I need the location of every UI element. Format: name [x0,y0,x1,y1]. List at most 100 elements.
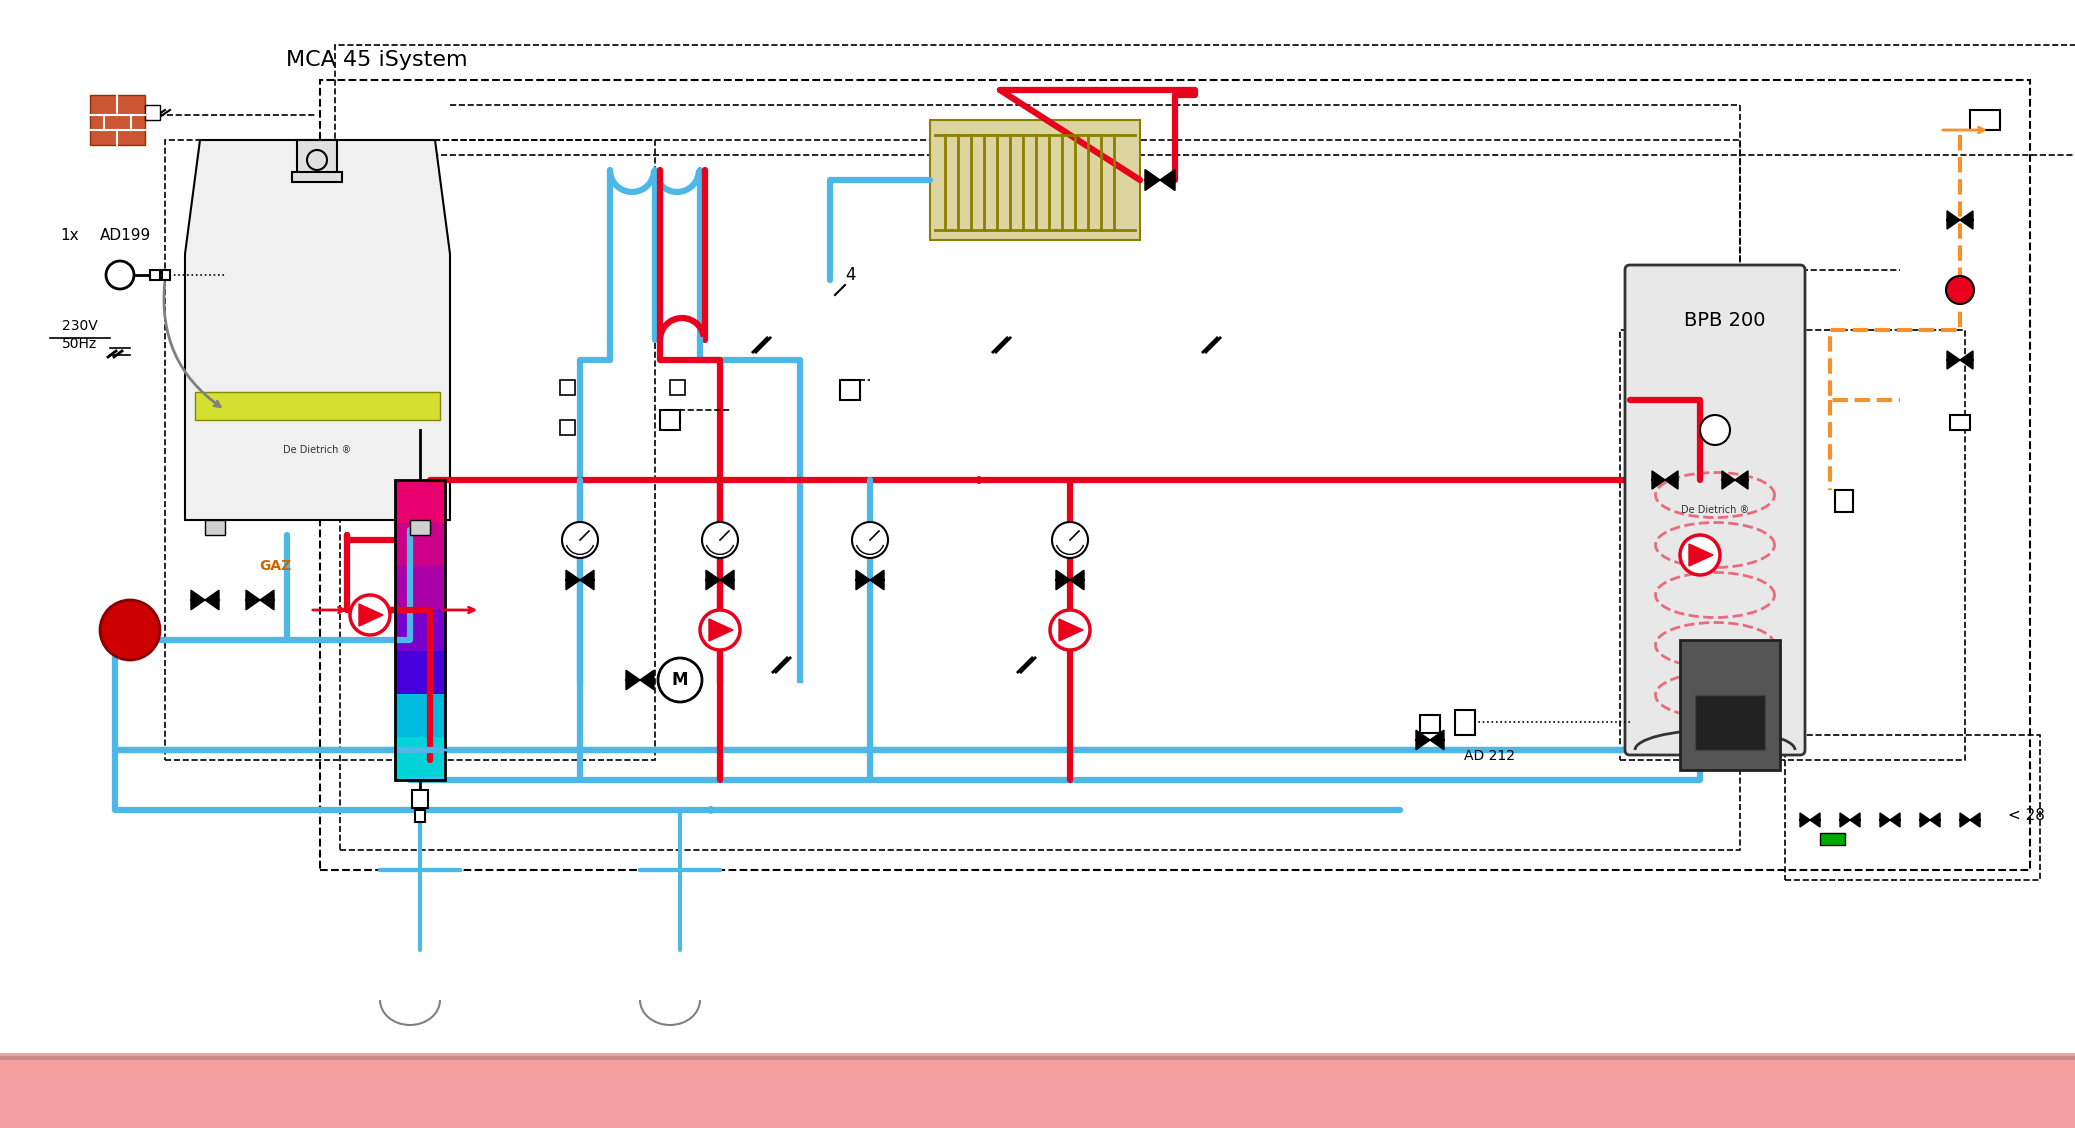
Bar [660,409,681,430]
Circle shape [307,150,328,170]
Bar [1455,710,1475,735]
Bar [0,1054,2075,1128]
Bar [415,810,425,822]
Polygon shape [1809,813,1820,827]
Bar [205,520,224,535]
Polygon shape [1946,211,1961,229]
Circle shape [351,594,390,635]
Text: 1x: 1x [60,228,79,243]
Polygon shape [259,590,274,610]
Polygon shape [205,590,220,610]
Polygon shape [1961,351,1973,369]
Polygon shape [1799,813,1809,827]
Polygon shape [1652,470,1664,490]
Bar [394,523,444,566]
Polygon shape [247,590,259,610]
Bar [1419,715,1440,733]
Polygon shape [627,670,639,690]
Polygon shape [581,570,593,590]
Circle shape [699,610,741,650]
Bar [162,270,170,280]
Polygon shape [639,670,654,690]
Polygon shape [1415,730,1430,750]
Polygon shape [185,140,450,520]
Bar [560,380,575,395]
Bar [670,380,685,395]
Bar [413,790,427,808]
Text: AD 212: AD 212 [1465,749,1515,763]
Bar [394,481,444,779]
Circle shape [1699,415,1731,446]
Polygon shape [1969,813,1980,827]
Polygon shape [1841,813,1851,827]
Bar [1695,695,1766,750]
Polygon shape [566,570,581,590]
Polygon shape [1664,470,1679,490]
Circle shape [1052,522,1087,558]
Polygon shape [1058,619,1083,641]
Circle shape [106,261,135,289]
Polygon shape [1890,813,1901,827]
Bar [394,652,444,695]
Polygon shape [191,590,205,610]
Bar [930,120,1139,240]
Circle shape [1050,610,1089,650]
Circle shape [853,522,888,558]
Bar [394,695,444,737]
Polygon shape [1056,570,1071,590]
Polygon shape [1430,730,1444,750]
Polygon shape [1851,813,1859,827]
Bar [145,105,160,120]
Polygon shape [1735,470,1747,490]
Bar [560,420,575,435]
Bar [195,393,440,420]
Text: GAZ: GAZ [259,559,290,573]
Polygon shape [1961,211,1973,229]
Bar [1969,111,2000,130]
Polygon shape [1145,169,1160,191]
Text: < 28: < 28 [2009,808,2046,823]
FancyBboxPatch shape [1625,265,1805,755]
Text: De Dietrich ®: De Dietrich ® [1681,505,1749,515]
Bar [293,171,342,182]
Bar [297,140,336,175]
Bar [394,481,444,523]
Circle shape [562,522,598,558]
Polygon shape [1919,813,1930,827]
Bar [394,609,444,652]
Polygon shape [1961,813,1969,827]
Text: 50Hz: 50Hz [62,337,98,351]
Text: 4: 4 [845,266,855,284]
Polygon shape [359,603,384,626]
Text: AD199: AD199 [100,228,151,243]
Bar [1681,640,1780,770]
Circle shape [100,600,160,660]
Polygon shape [1946,351,1961,369]
Bar [840,380,859,400]
Polygon shape [1722,470,1735,490]
Bar [89,95,145,146]
Bar [1834,490,1853,512]
Polygon shape [720,570,735,590]
Text: De Dietrich ®: De Dietrich ® [282,446,351,455]
Bar [1820,832,1845,845]
Bar [394,737,444,779]
Polygon shape [706,570,720,590]
Circle shape [1681,535,1720,575]
Bar [394,566,444,609]
Polygon shape [1160,169,1174,191]
Polygon shape [710,619,732,641]
Text: MCA 45 iSystem: MCA 45 iSystem [286,50,467,70]
Text: M: M [672,671,689,689]
Text: 230V: 230V [62,319,98,333]
Polygon shape [1071,570,1083,590]
Text: BPB 200: BPB 200 [1685,310,1766,329]
Circle shape [1946,276,1973,305]
Bar [149,270,160,280]
Circle shape [658,658,701,702]
Polygon shape [869,570,884,590]
Polygon shape [1930,813,1940,827]
Circle shape [701,522,739,558]
Polygon shape [1880,813,1890,827]
Bar [1950,415,1969,430]
